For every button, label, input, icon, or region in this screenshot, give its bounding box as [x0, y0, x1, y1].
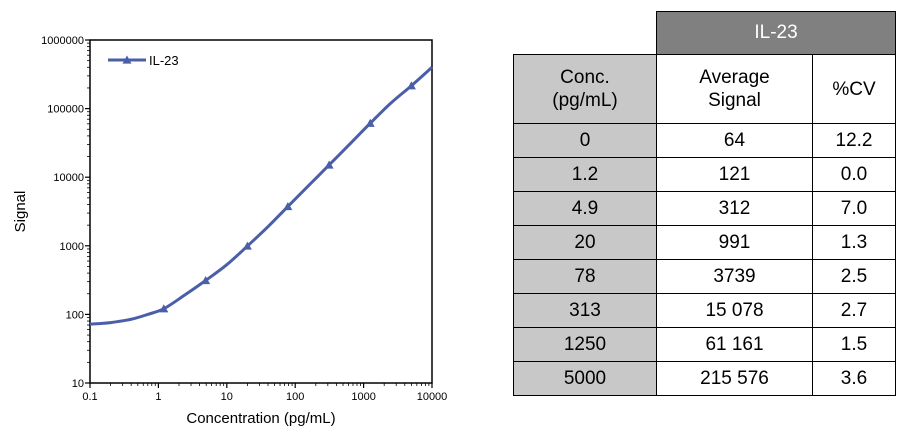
header-text: %CV [832, 78, 876, 100]
x-tick-label: 0.1 [82, 391, 97, 403]
data-point-il23 [365, 118, 375, 127]
data-point-il23 [201, 276, 211, 285]
cell-signal: 64 [656, 123, 813, 158]
cell-cv: 12.2 [812, 123, 896, 158]
table-row: 1250 61 161 1.5 [513, 327, 896, 362]
cell-cv: 0.0 [812, 157, 896, 192]
standard-curve-chart: 0.1 1 10 100 1000 10000 10 100 1000 10000 100000 10… [12, 35, 448, 427]
legend-marker [122, 55, 132, 64]
table-row: 1.2 121 0.0 [513, 157, 896, 192]
x-tick-label: 1 [155, 391, 161, 403]
col-header-signal: Average Signal [656, 54, 813, 124]
y-tick-label: 10 [72, 378, 84, 390]
y-tick-label: 10000 [53, 172, 84, 184]
table-row: 4.9 312 7.0 [513, 191, 896, 226]
cell-conc: 1.2 [513, 157, 657, 192]
cell-conc: 1250 [513, 327, 657, 362]
table-body: 0 64 12.2 1.2 121 0.0 4.9 312 7.0 20 991 1.3 78 3739 2… [513, 123, 896, 396]
cell-conc: 313 [513, 293, 657, 328]
legend-label: IL-23 [149, 53, 179, 68]
x-tick-label: 10000 [417, 391, 448, 403]
cell-cv: 1.3 [812, 225, 896, 260]
col-header-cv: %CV [812, 54, 896, 124]
table-row: 20 991 1.3 [513, 225, 896, 260]
series-line-il23 [89, 66, 433, 326]
x-tick-label: 1000 [351, 391, 375, 403]
x-tick-label: 10 [221, 391, 233, 403]
y-axis-label: Signal [12, 191, 29, 233]
x-tick-label: 100 [286, 391, 304, 403]
table-header-row: Conc. (pg/mL) Average Signal %CV [513, 54, 896, 124]
cell-signal: 3739 [656, 259, 813, 294]
cell-signal: 61 161 [656, 327, 813, 362]
cell-conc: 5000 [513, 361, 657, 396]
cell-conc: 0 [513, 123, 657, 158]
group-header: IL-23 [656, 11, 896, 55]
cell-cv: 7.0 [812, 191, 896, 226]
col-header-conc: Conc. (pg/mL) [513, 54, 657, 124]
cell-cv: 1.5 [812, 327, 896, 362]
data-point-il23 [242, 241, 252, 250]
table-group-row: IL-23 [514, 11, 896, 55]
data-point-il23 [159, 304, 169, 313]
cell-signal: 215 576 [656, 361, 813, 396]
header-text: Conc. [560, 67, 610, 88]
header-text: Average [699, 67, 770, 88]
table-row: 5000 215 576 3.6 [513, 361, 896, 396]
cell-conc: 20 [513, 225, 657, 260]
cell-cv: 2.7 [812, 293, 896, 328]
y-tick-label: 100000 [47, 104, 84, 116]
y-tick-label: 1000000 [41, 35, 84, 47]
chart-svg: 0.1 1 10 100 1000 10000 10 100 1000 10000 100000 10… [12, 35, 448, 427]
table-row: 313 15 078 2.7 [513, 293, 896, 328]
cell-cv: 3.6 [812, 361, 896, 396]
y-tick-label: 100 [66, 309, 84, 321]
y-tick-label: 1000 [60, 241, 84, 253]
header-text: Signal [708, 90, 761, 111]
x-axis-label: Concentration (pg/mL) [186, 410, 335, 427]
cell-cv: 2.5 [812, 259, 896, 294]
data-point-il23 [283, 202, 293, 211]
cell-signal: 991 [656, 225, 813, 260]
data-point-il23 [406, 81, 416, 90]
cell-signal: 15 078 [656, 293, 813, 328]
data-table: IL-23 Conc. (pg/mL) Average Signal %CV 0 64… [513, 11, 896, 396]
cell-conc: 78 [513, 259, 657, 294]
table-row: 78 3739 2.5 [513, 259, 896, 294]
header-text: (pg/mL) [552, 90, 618, 111]
table-row: 0 64 12.2 [513, 123, 896, 158]
cell-signal: 312 [656, 191, 813, 226]
cell-conc: 4.9 [513, 191, 657, 226]
blank-cell [514, 12, 657, 55]
plot-frame [89, 39, 433, 384]
cell-signal: 121 [656, 157, 813, 192]
data-point-il23 [324, 160, 334, 169]
